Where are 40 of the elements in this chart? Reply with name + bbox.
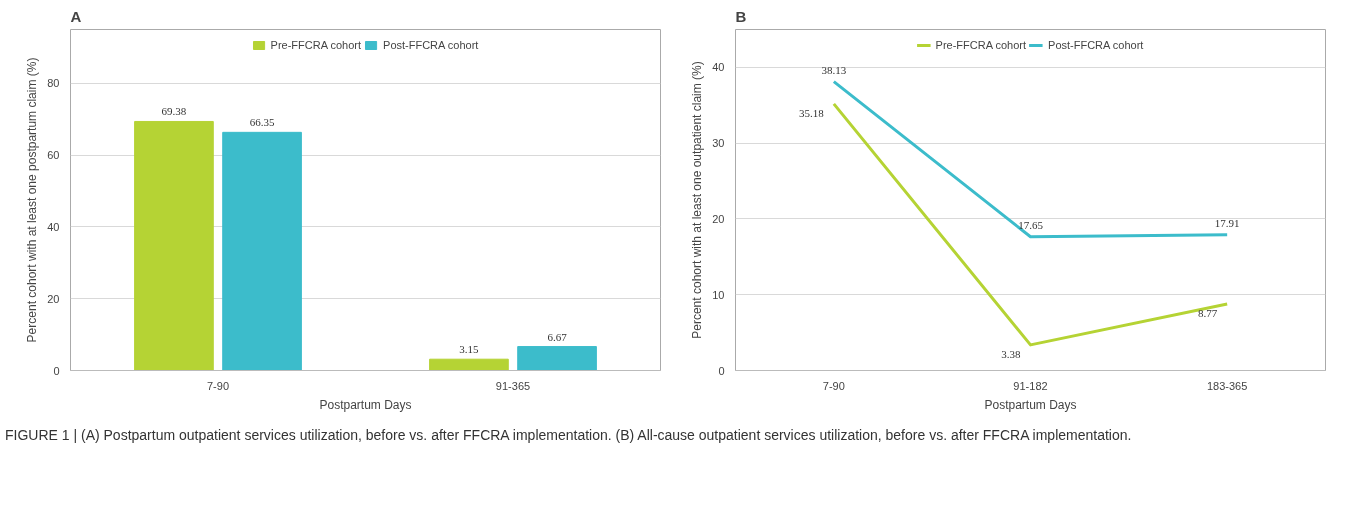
x-tick-label: 91-182 [1013, 379, 1048, 392]
y-tick-label: 20 [47, 292, 60, 305]
y-axis-title: Percent cohort with at least one postpartum claim (%) [25, 57, 40, 343]
y-tick-label: 60 [47, 149, 60, 162]
data-label: 17.65 [1018, 218, 1044, 231]
x-tick-label: 91-365 [495, 379, 531, 392]
x-axis-title: Postpartum Days [319, 397, 412, 412]
y-tick-label: 30 [712, 137, 725, 150]
x-tick-label: 7-90 [206, 379, 230, 392]
chart-title: B [735, 7, 747, 25]
y-tick-label: 10 [712, 288, 725, 301]
caption: FIGURE 1 | (A) Postpartum outpatient services utilization, before vs. after FFCRA implementation. (B) All-cause outpatient services utilization, before vs. after FFCRA implementation. [5, 426, 1132, 445]
y-tick-label: 40 [712, 61, 725, 74]
data-label: 38.13 [821, 63, 847, 76]
bar [429, 358, 509, 371]
y-axis-title: Percent cohort with at least one outpatient claim (%) [690, 61, 705, 339]
data-label: 6.67 [547, 330, 568, 343]
bar [134, 120, 214, 371]
x-tick-label: 7-90 [822, 379, 845, 392]
legend-label: Post-FFCRA cohort [1048, 39, 1144, 51]
data-label: 8.77 [1197, 307, 1218, 320]
x-tick-label: 183-365 [1206, 379, 1248, 392]
y-tick-label: 0 [718, 364, 725, 377]
chart-title: A [70, 7, 82, 25]
legend-label: Pre-FFCRA cohort [935, 39, 1027, 51]
legend-label: Post-FFCRA cohort [383, 39, 479, 51]
y-tick-label: 80 [47, 77, 60, 90]
x-axis-title: Postpartum Days [984, 397, 1077, 412]
data-label: 66.35 [249, 116, 275, 129]
data-label: 35.18 [799, 106, 825, 119]
legend-label: Pre-FFCRA cohort [270, 39, 362, 51]
data-label: 3.38 [1001, 347, 1021, 360]
data-label: 69.38 [161, 105, 187, 118]
data-label: 17.91 [1214, 216, 1240, 229]
bar [222, 131, 302, 371]
y-tick-label: 0 [53, 364, 60, 377]
data-label: 3.15 [459, 343, 480, 356]
bar [517, 346, 597, 371]
y-tick-label: 40 [47, 220, 60, 233]
y-tick-label: 20 [712, 212, 725, 225]
